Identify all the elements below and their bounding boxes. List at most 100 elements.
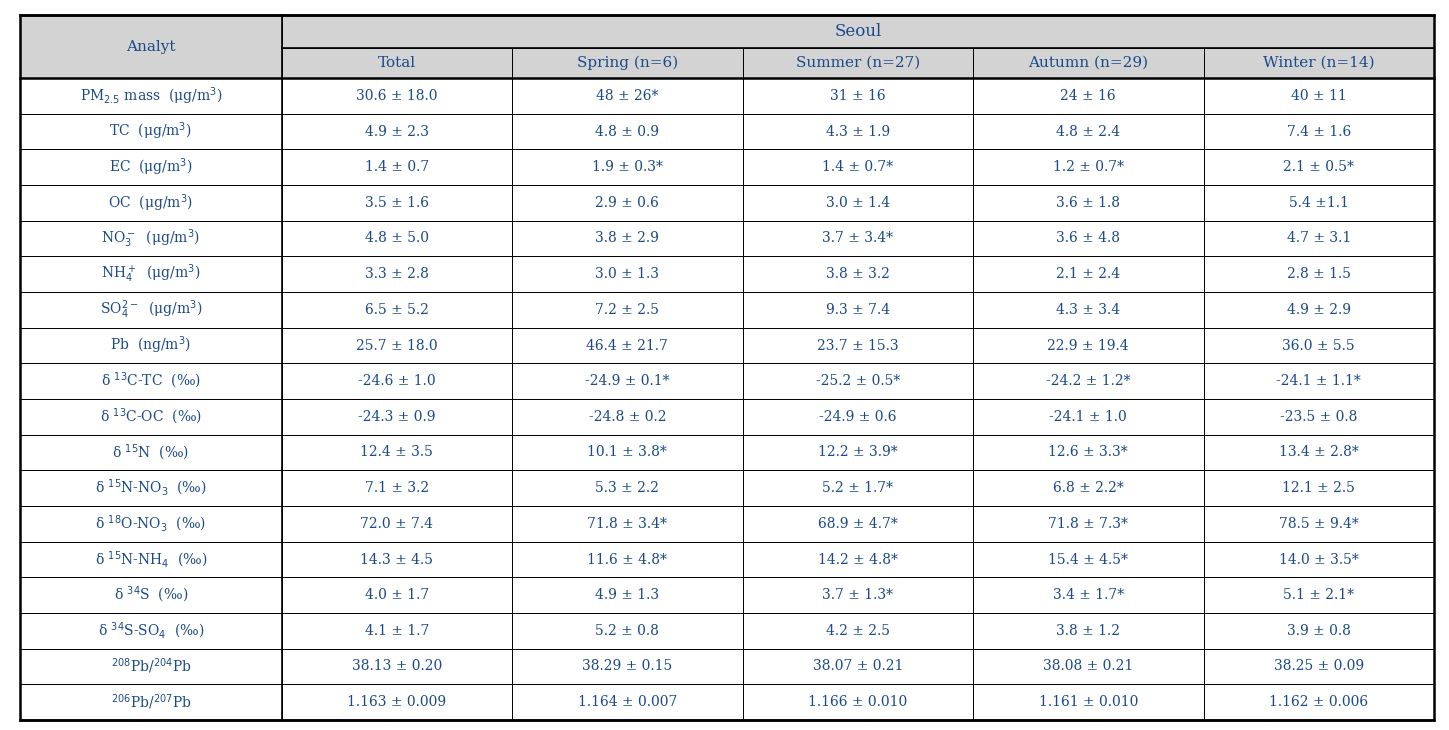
Bar	[974, 613, 1204, 649]
Bar	[974, 684, 1204, 720]
Bar	[742, 150, 974, 185]
Bar	[511, 613, 742, 649]
Text: 1.4 ± 0.7*: 1.4 ± 0.7*	[822, 160, 894, 174]
Bar	[511, 78, 742, 114]
Bar	[742, 577, 974, 613]
Bar	[20, 292, 281, 328]
Text: Autumn (n=29): Autumn (n=29)	[1029, 56, 1149, 70]
Text: SO$_4^{2-}$  (μg/m$^3$): SO$_4^{2-}$ (μg/m$^3$)	[100, 299, 201, 321]
Text: 7.1 ± 3.2: 7.1 ± 3.2	[365, 481, 429, 495]
Text: $^{206}$Pb/$^{207}$Pb: $^{206}$Pb/$^{207}$Pb	[110, 692, 191, 712]
Bar	[511, 185, 742, 220]
Bar	[511, 220, 742, 256]
Text: 3.8 ± 3.2: 3.8 ± 3.2	[826, 267, 890, 281]
Text: -24.8 ± 0.2: -24.8 ± 0.2	[588, 410, 667, 424]
Bar	[1204, 48, 1435, 78]
Text: 4.2 ± 2.5: 4.2 ± 2.5	[826, 624, 890, 638]
Bar	[1204, 220, 1435, 256]
Bar	[974, 48, 1204, 78]
Bar	[1204, 256, 1435, 292]
Text: 2.8 ± 1.5: 2.8 ± 1.5	[1287, 267, 1350, 281]
Text: PM$_{2.5}$ mass  (μg/m$^3$): PM$_{2.5}$ mass (μg/m$^3$)	[80, 85, 222, 107]
Text: 40 ± 11: 40 ± 11	[1291, 89, 1346, 103]
Text: δ $^{18}$O-NO$_3$  (‰): δ $^{18}$O-NO$_3$ (‰)	[96, 514, 206, 534]
Text: 1.4 ± 0.7: 1.4 ± 0.7	[365, 160, 429, 174]
Text: Winter (n=14): Winter (n=14)	[1264, 56, 1375, 70]
Text: 3.9 ± 0.8: 3.9 ± 0.8	[1287, 624, 1350, 638]
Bar	[974, 542, 1204, 577]
Bar	[1204, 542, 1435, 577]
Text: 3.7 ± 3.4*: 3.7 ± 3.4*	[822, 231, 893, 245]
Text: -24.3 ± 0.9: -24.3 ± 0.9	[358, 410, 436, 424]
Bar	[20, 684, 281, 720]
Bar	[511, 256, 742, 292]
Text: 4.1 ± 1.7: 4.1 ± 1.7	[365, 624, 429, 638]
Text: 3.0 ± 1.4: 3.0 ± 1.4	[826, 196, 890, 210]
Bar	[1204, 328, 1435, 364]
Bar	[281, 364, 511, 399]
Text: 13.4 ± 2.8*: 13.4 ± 2.8*	[1279, 445, 1359, 459]
Bar	[974, 399, 1204, 434]
Bar	[20, 649, 281, 684]
Text: 48 ± 26*: 48 ± 26*	[596, 89, 658, 103]
Bar	[511, 649, 742, 684]
Text: 4.8 ± 2.4: 4.8 ± 2.4	[1056, 125, 1120, 139]
Text: -24.1 ± 1.0: -24.1 ± 1.0	[1049, 410, 1127, 424]
Text: δ $^{15}$N  (‰): δ $^{15}$N (‰)	[113, 442, 190, 463]
Text: 1.166 ± 0.010: 1.166 ± 0.010	[809, 695, 907, 709]
Text: 38.07 ± 0.21: 38.07 ± 0.21	[813, 659, 903, 674]
Bar	[1204, 78, 1435, 114]
Text: 2.9 ± 0.6: 2.9 ± 0.6	[596, 196, 659, 210]
Text: 3.5 ± 1.6: 3.5 ± 1.6	[365, 196, 429, 210]
Text: NH$_4^+$  (μg/m$^3$): NH$_4^+$ (μg/m$^3$)	[101, 263, 200, 285]
Text: 12.4 ± 3.5: 12.4 ± 3.5	[361, 445, 433, 459]
Text: 3.6 ± 1.8: 3.6 ± 1.8	[1056, 196, 1120, 210]
Text: 6.5 ± 5.2: 6.5 ± 5.2	[365, 303, 429, 317]
Text: TC  (μg/m$^3$): TC (μg/m$^3$)	[109, 120, 193, 142]
Bar	[20, 364, 281, 399]
Bar	[281, 684, 511, 720]
Bar	[511, 506, 742, 542]
Text: δ $^{34}$S  (‰): δ $^{34}$S (‰)	[113, 585, 188, 605]
Bar	[974, 185, 1204, 220]
Bar	[1204, 434, 1435, 470]
Bar	[1204, 150, 1435, 185]
Bar	[1204, 114, 1435, 150]
Text: Spring (n=6): Spring (n=6)	[577, 55, 678, 70]
Bar	[1204, 684, 1435, 720]
Bar	[742, 220, 974, 256]
Text: -25.2 ± 0.5*: -25.2 ± 0.5*	[816, 374, 900, 388]
Text: 5.3 ± 2.2: 5.3 ± 2.2	[596, 481, 659, 495]
Bar	[742, 434, 974, 470]
Text: 2.1 ± 2.4: 2.1 ± 2.4	[1056, 267, 1120, 281]
Text: 3.6 ± 4.8: 3.6 ± 4.8	[1056, 231, 1120, 245]
Text: -24.2 ± 1.2*: -24.2 ± 1.2*	[1046, 374, 1130, 388]
Text: 3.8 ± 1.2: 3.8 ± 1.2	[1056, 624, 1120, 638]
Text: 4.8 ± 0.9: 4.8 ± 0.9	[596, 125, 659, 139]
Bar	[20, 613, 281, 649]
Bar	[974, 328, 1204, 364]
Bar	[511, 577, 742, 613]
Bar	[742, 48, 974, 78]
Bar	[281, 542, 511, 577]
Text: 4.8 ± 5.0: 4.8 ± 5.0	[365, 231, 429, 245]
Text: 4.0 ± 1.7: 4.0 ± 1.7	[365, 588, 429, 602]
Text: -24.1 ± 1.1*: -24.1 ± 1.1*	[1277, 374, 1361, 388]
Bar	[1204, 649, 1435, 684]
Text: 3.8 ± 2.9: 3.8 ± 2.9	[596, 231, 659, 245]
Text: 22.9 ± 19.4: 22.9 ± 19.4	[1048, 339, 1129, 353]
Bar	[1204, 506, 1435, 542]
Bar	[281, 15, 1435, 48]
Bar	[742, 256, 974, 292]
Bar	[974, 506, 1204, 542]
Bar	[281, 434, 511, 470]
Bar	[974, 470, 1204, 506]
Text: 1.9 ± 0.3*: 1.9 ± 0.3*	[591, 160, 662, 174]
Text: 38.13 ± 0.20: 38.13 ± 0.20	[352, 659, 442, 674]
Bar	[1204, 292, 1435, 328]
Bar	[742, 328, 974, 364]
Bar	[20, 220, 281, 256]
Text: 5.1 ± 2.1*: 5.1 ± 2.1*	[1284, 588, 1355, 602]
Bar	[742, 649, 974, 684]
Bar	[511, 114, 742, 150]
